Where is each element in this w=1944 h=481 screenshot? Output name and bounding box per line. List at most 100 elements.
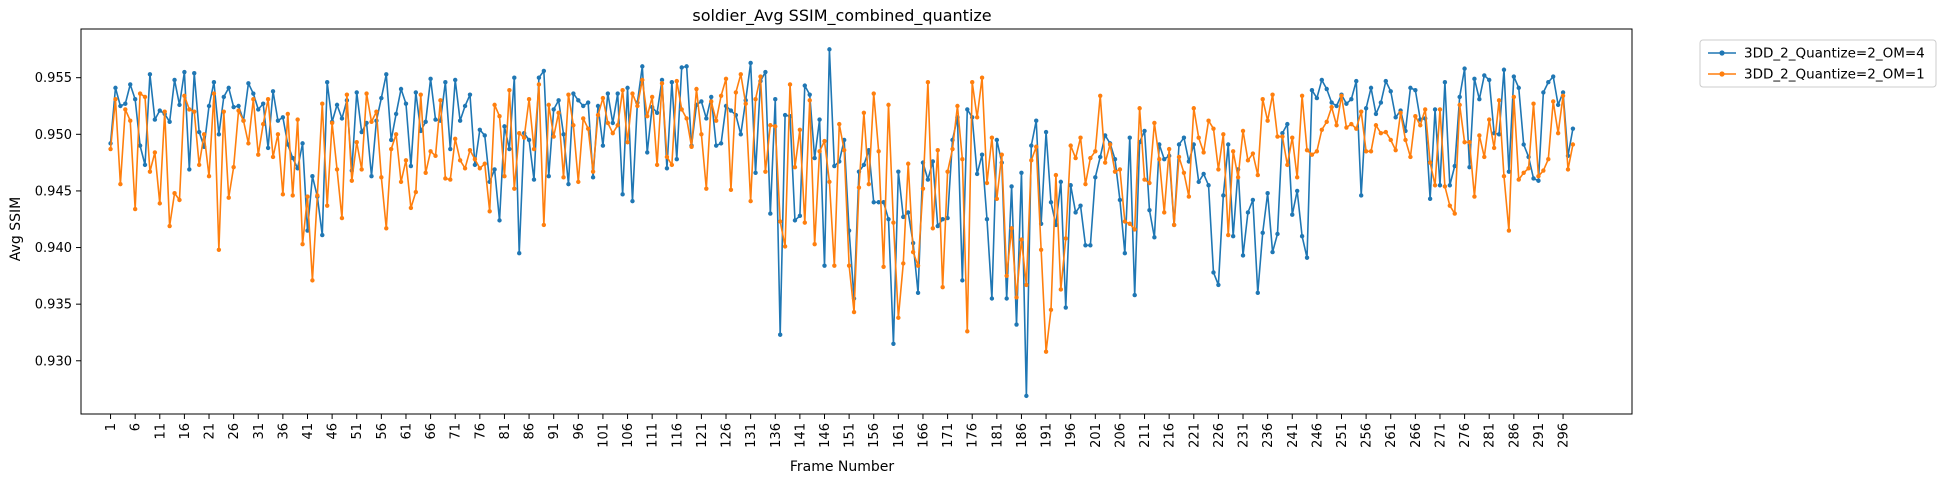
data-point — [521, 135, 527, 140]
x-tick-label: 291 — [1532, 423, 1547, 448]
data-point — [807, 92, 812, 97]
data-point — [211, 80, 217, 85]
data-point — [699, 132, 704, 137]
data-point — [162, 109, 167, 114]
data-point — [517, 251, 522, 256]
data-point — [886, 102, 891, 108]
data-point — [1285, 162, 1290, 168]
data-point — [1314, 95, 1320, 101]
legend-label: 3DD_2_Quantize=2_OM=4 — [1744, 46, 1925, 62]
data-point — [1048, 307, 1054, 313]
y-axis-title: Avg SSIM — [8, 197, 24, 261]
data-point — [1354, 126, 1359, 131]
data-point — [1501, 174, 1507, 179]
x-tick-label: 26 — [227, 423, 242, 440]
data-point — [512, 186, 517, 191]
data-point — [1501, 67, 1507, 72]
data-point — [526, 97, 532, 102]
data-point — [167, 119, 172, 125]
data-point — [753, 97, 758, 102]
data-point — [561, 175, 566, 180]
data-point — [123, 101, 128, 106]
y-tick-label: 0.940 — [35, 241, 72, 256]
data-point — [1408, 154, 1413, 160]
data-point — [196, 129, 202, 135]
data-point — [1299, 93, 1305, 99]
data-point — [423, 170, 428, 176]
data-point — [1211, 270, 1216, 275]
data-point — [1166, 146, 1172, 152]
x-tick-label: 1 — [104, 423, 119, 431]
data-point — [906, 210, 911, 215]
x-tick-label: 236 — [1261, 423, 1276, 448]
data-point — [915, 290, 921, 296]
data-point — [1457, 94, 1462, 100]
x-tick-label: 126 — [720, 423, 735, 448]
data-point — [448, 146, 453, 152]
data-point — [566, 92, 571, 97]
data-point — [812, 241, 817, 247]
data-point — [236, 103, 241, 109]
data-point — [566, 181, 571, 187]
data-point — [408, 205, 414, 211]
data-point — [585, 126, 591, 131]
x-tick-label: 256 — [1360, 423, 1375, 448]
data-point — [123, 107, 128, 112]
data-point — [226, 195, 231, 200]
data-point — [832, 163, 837, 169]
x-tick-label: 221 — [1187, 423, 1202, 448]
data-point — [768, 211, 773, 216]
data-point — [192, 109, 197, 114]
data-point — [1270, 249, 1275, 255]
data-point — [172, 190, 177, 196]
x-tick-label: 101 — [596, 423, 611, 448]
x-tick-label: 246 — [1310, 423, 1325, 448]
data-point — [369, 174, 374, 179]
data-point — [1354, 78, 1359, 84]
data-point — [1570, 126, 1576, 131]
legend-marker — [1719, 50, 1725, 56]
data-point — [1511, 94, 1517, 100]
data-point — [546, 174, 551, 179]
data-point — [625, 85, 630, 91]
data-point — [787, 82, 793, 87]
data-point — [669, 80, 675, 85]
data-point — [295, 117, 300, 122]
data-point — [502, 124, 507, 129]
data-point — [871, 200, 876, 205]
data-point — [108, 146, 113, 152]
chart-title: soldier_Avg SSIM_combined_quantize — [692, 6, 991, 26]
data-point — [1019, 237, 1024, 242]
data-point — [477, 127, 483, 132]
data-point — [1299, 234, 1305, 239]
data-point — [1132, 227, 1137, 232]
x-tick-label: 111 — [646, 423, 661, 448]
data-point — [113, 85, 118, 91]
data-point — [507, 87, 512, 93]
data-point — [467, 92, 473, 97]
data-point — [1319, 77, 1325, 83]
data-point — [433, 117, 438, 122]
data-point — [1117, 197, 1123, 203]
data-point — [1176, 142, 1182, 147]
data-point — [1427, 196, 1433, 202]
data-point — [1137, 106, 1142, 111]
data-point — [881, 264, 886, 269]
data-point — [541, 222, 547, 228]
data-point — [128, 82, 133, 87]
data-point — [1147, 180, 1152, 186]
x-tick-label: 211 — [1138, 423, 1153, 448]
data-point — [1555, 102, 1561, 108]
data-point — [1536, 174, 1541, 179]
data-point — [1334, 103, 1339, 109]
data-point — [472, 162, 478, 168]
data-point — [630, 198, 635, 204]
data-point — [1029, 143, 1034, 148]
data-point — [1506, 228, 1512, 233]
data-point — [748, 60, 753, 66]
data-point — [413, 90, 419, 95]
data-point — [960, 157, 965, 162]
x-tick-label: 166 — [916, 423, 931, 448]
data-point — [324, 203, 330, 208]
